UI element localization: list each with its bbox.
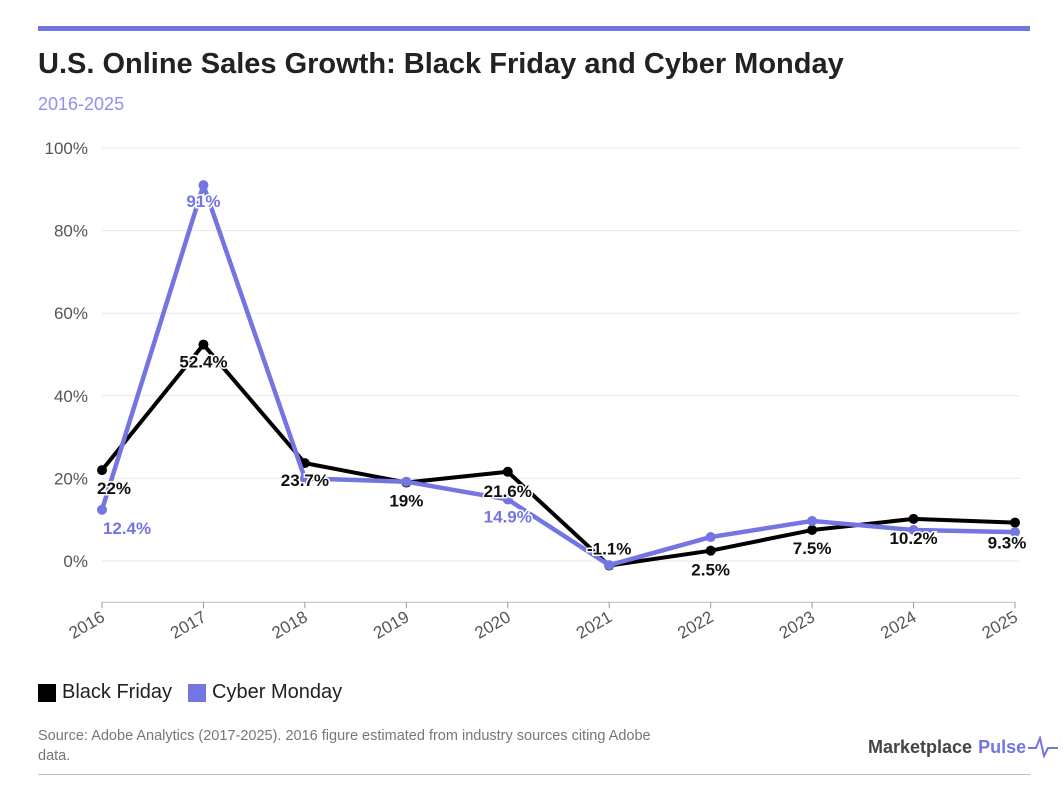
footer-divider [38, 774, 1030, 775]
brand-name: Marketplace [868, 736, 973, 757]
data-label-cyber-monday: 91% [186, 192, 220, 211]
data-point-cyber-monday [299, 473, 310, 484]
data-label-black-friday: 7.5% [793, 539, 832, 558]
y-tick-label: 80% [54, 222, 88, 241]
data-point-cyber-monday [908, 525, 919, 536]
x-tick-label: 2024 [877, 607, 919, 642]
data-point-black-friday [198, 339, 209, 350]
x-tick-label: 2019 [370, 607, 412, 642]
brand-name-accent: Pulse [978, 736, 1027, 757]
data-point-black-friday [807, 525, 818, 536]
data-label-black-friday: -1.1% [587, 540, 631, 559]
data-point-black-friday [502, 466, 513, 477]
data-label-black-friday: 23.7% [281, 471, 329, 490]
data-label-black-friday: 9.3% [988, 534, 1027, 553]
x-tick-label: 2016 [66, 607, 108, 642]
brand-logo: Marketplace Pulse [868, 736, 1059, 758]
chart-title: U.S. Online Sales Growth: Black Friday a… [38, 48, 844, 80]
y-tick-label: 20% [54, 469, 88, 488]
y-tick-label: 40% [54, 387, 88, 406]
legend-item-black-friday[interactable]: Black Friday [38, 681, 172, 704]
data-point-cyber-monday [807, 515, 818, 526]
legend-label-black-friday: Black Friday [62, 681, 173, 703]
data-label-cyber-monday: 14.9% [484, 507, 532, 526]
data-point-cyber-monday [401, 476, 412, 487]
x-tick-label: 2017 [167, 607, 209, 642]
y-tick-label: 0% [63, 552, 88, 571]
y-tick-label: 100% [45, 139, 88, 158]
legend-swatch-black-friday [38, 683, 56, 702]
data-label-black-friday: 10.2% [889, 529, 937, 548]
data-point-cyber-monday [1010, 527, 1020, 538]
chart-subtitle: 2016-2025 [38, 94, 125, 114]
data-point-black-friday [1010, 517, 1020, 528]
source-note: Source: Adobe Analytics (2017-2025). 201… [38, 728, 651, 764]
legend-swatch-cyber-monday [188, 683, 207, 702]
chart-legend: Black Friday Cyber Monday [38, 681, 358, 704]
data-point-cyber-monday [502, 494, 513, 505]
data-point-cyber-monday [604, 560, 615, 571]
top-accent-bar [38, 26, 1030, 31]
pulse-icon [1028, 736, 1059, 758]
x-tick-label: 2022 [674, 607, 716, 642]
data-point-black-friday [705, 545, 716, 556]
x-tick-label: 2018 [269, 607, 311, 642]
data-point-cyber-monday [97, 504, 107, 515]
legend-label-cyber-monday: Cyber Monday [212, 681, 343, 703]
data-label-black-friday: 22% [97, 479, 131, 498]
data-point-cyber-monday [198, 180, 209, 191]
y-tick-label: 60% [54, 304, 88, 323]
series-line-cyber-monday [99, 182, 1018, 568]
data-point-black-friday [908, 513, 919, 524]
x-tick-label: 2020 [472, 607, 514, 642]
legend-item-cyber-monday[interactable]: Cyber Monday [188, 681, 342, 704]
data-label-black-friday: 52.4% [179, 353, 227, 372]
data-point-black-friday [97, 465, 107, 476]
data-label-black-friday: 19% [389, 492, 423, 511]
data-label-black-friday: 21.6% [484, 482, 532, 501]
x-tick-label: 2021 [573, 607, 615, 642]
data-label-cyber-monday: 12.4% [103, 519, 151, 538]
x-tick-label: 2023 [776, 607, 818, 642]
x-tick-label: 2025 [979, 607, 1021, 642]
data-label-black-friday: 2.5% [691, 561, 730, 580]
data-point-cyber-monday [705, 532, 716, 543]
